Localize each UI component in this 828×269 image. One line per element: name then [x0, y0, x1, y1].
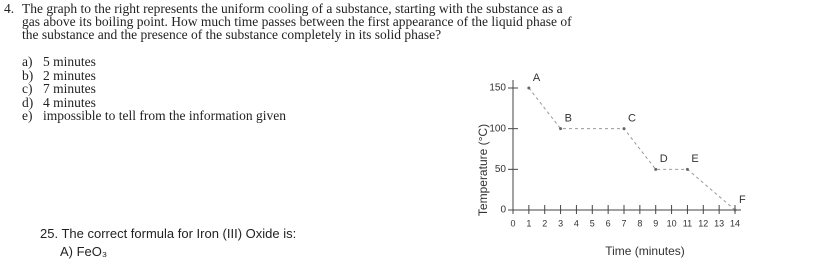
x-tick-label: 13 [714, 218, 724, 228]
cooling-curve [528, 87, 736, 211]
point-label: C [628, 113, 636, 125]
y-tick-label: 150 [489, 83, 506, 94]
x-tick-label: 8 [637, 218, 642, 228]
curve-point [622, 127, 626, 131]
x-tick-label: 7 [621, 218, 626, 228]
point-label: D [660, 153, 668, 165]
x-axis-label: Time (minutes) [605, 244, 685, 258]
x-tick-label: 4 [574, 218, 579, 228]
option-text: 5 minutes [43, 54, 96, 69]
x-tick-label: 1 [526, 218, 531, 228]
curve-point [685, 167, 689, 171]
question-25: 25. The correct formula for Iron (III) O… [40, 226, 297, 241]
x-tick-label: 3 [558, 218, 563, 228]
option-text: 2 minutes [43, 67, 96, 83]
option-letter: d) [22, 94, 34, 110]
point-label: E [691, 153, 698, 165]
question-line: gas above its boiling point. How much ti… [22, 14, 572, 29]
x-tick-label: 11 [683, 218, 692, 228]
x-tick-label: 0 [510, 218, 515, 228]
point-label: F [739, 194, 746, 206]
curve-point [733, 208, 737, 212]
x-tick-label: 5 [590, 218, 595, 228]
x-tick-label: 2 [542, 218, 547, 228]
option-text: 7 minutes [43, 81, 96, 96]
point-label: B [565, 113, 572, 125]
x-tick-label: 9 [653, 218, 658, 228]
question-line: the substance and the presence of the su… [22, 27, 442, 42]
y-tick-label: 0 [500, 205, 506, 216]
curve-point [559, 127, 563, 131]
option-letter: e) [22, 108, 33, 123]
option-text: 4 minutes [43, 94, 96, 110]
x-tick-label: 6 [606, 218, 611, 228]
option-letter: b) [22, 67, 34, 83]
x-tick-label: 14 [730, 218, 740, 228]
curve-point [527, 86, 531, 90]
y-axis-label: Temperature (°C) [476, 124, 490, 216]
question-number: 4. [4, 1, 15, 16]
point-label: A [533, 72, 541, 84]
x-tick-label: 12 [698, 218, 708, 228]
curve-point [654, 167, 658, 171]
question-25-option: A) FeO₃ [60, 244, 108, 259]
x-tick-label: 10 [667, 218, 677, 228]
question-line: The graph to the right represents the un… [22, 1, 563, 16]
option-letter: c) [22, 81, 33, 96]
y-tick-label: 50 [495, 164, 507, 175]
y-tick-label: 100 [489, 123, 506, 134]
option-letter: a) [22, 54, 33, 69]
option-text: impossible to tell from the information … [43, 108, 286, 123]
